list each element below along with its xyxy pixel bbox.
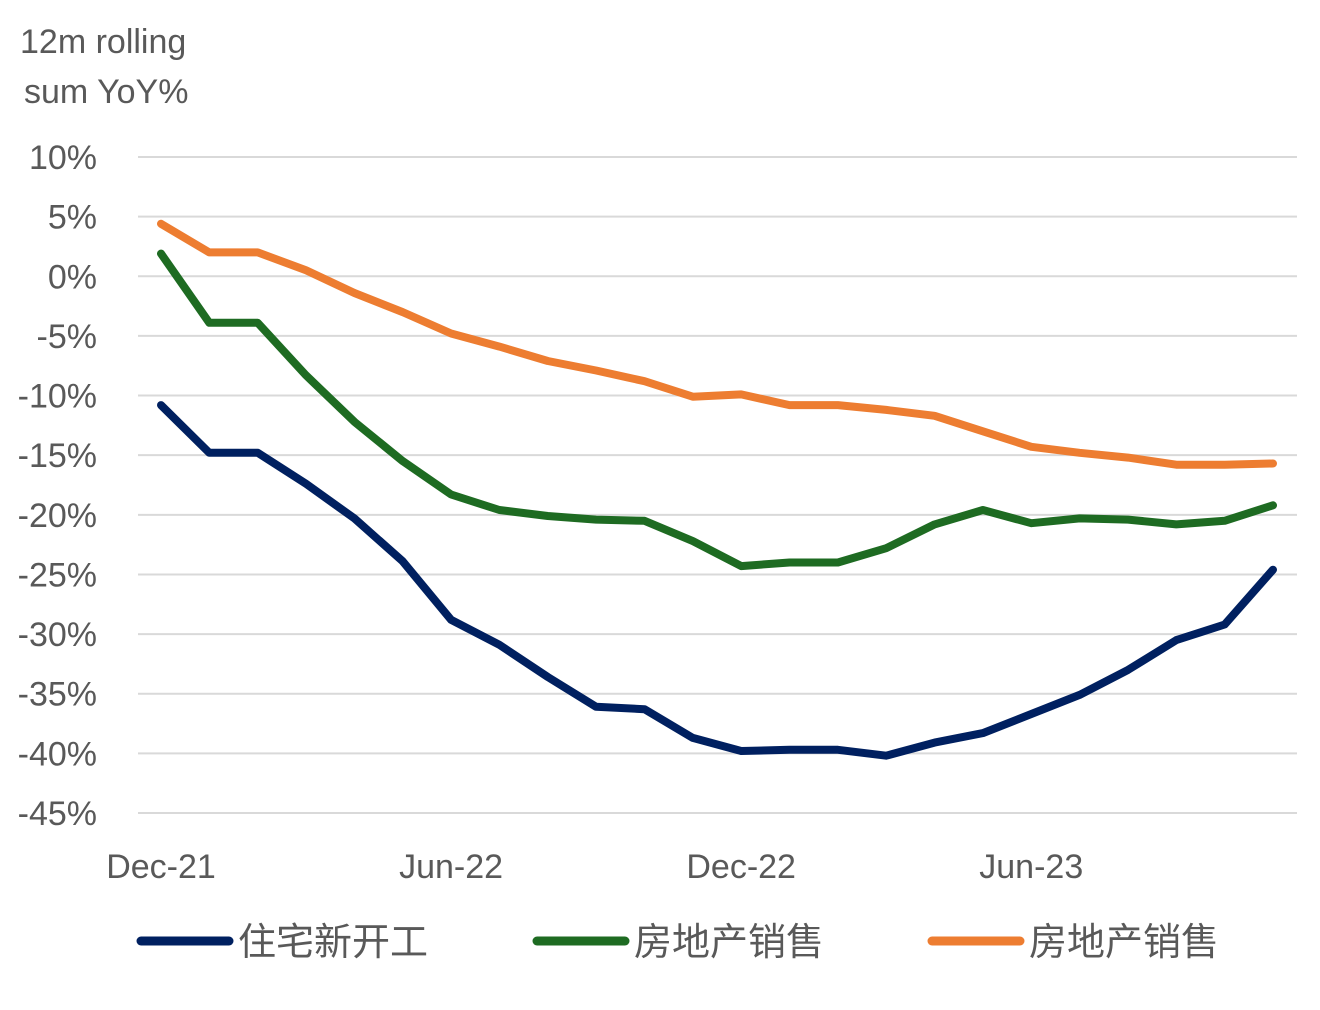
- y-tick-label: 5%: [48, 199, 97, 237]
- x-tick-label: Jun-22: [399, 848, 503, 886]
- y-tick-label: -35%: [18, 676, 97, 714]
- y-axis-label-line-1: 12m rolling: [20, 23, 186, 61]
- y-tick-label: 0%: [48, 258, 97, 296]
- series-line-3: [157, 219, 1277, 469]
- series-line-2: [157, 249, 1277, 571]
- y-tick-label: -40%: [18, 735, 97, 773]
- legend-label-3: 房地产销售: [1029, 922, 1219, 964]
- legend: 住宅新开工 房地产销售 房地产销售: [136, 922, 1219, 964]
- x-tick-label: Jun-23: [979, 848, 1083, 886]
- y-axis-label-line-2: sum YoY%: [24, 73, 188, 111]
- y-tick-label: -30%: [18, 616, 97, 654]
- y-tick-label: -15%: [18, 437, 97, 475]
- x-tick-label: Dec-21: [106, 848, 216, 886]
- y-tick-label: -20%: [18, 497, 97, 535]
- y-tick-label: -10%: [18, 378, 97, 416]
- series-lines: [157, 219, 1277, 760]
- legend-label-1: 住宅新开工: [238, 922, 428, 964]
- y-tick-label: -5%: [37, 318, 97, 356]
- x-tick-label: Dec-22: [686, 848, 796, 886]
- y-tick-label: -25%: [18, 556, 97, 594]
- legend-label-2: 房地产销售: [634, 922, 824, 964]
- y-axis-ticks: 10% 5% 0% -5% -10% -15% -20% -25% -30% -35% -40% -4…: [18, 139, 97, 833]
- y-axis-label: 12m rolling sum YoY%: [20, 23, 188, 111]
- y-tick-label: -45%: [18, 795, 97, 833]
- y-tick-label: 10%: [29, 139, 97, 177]
- series-line-1: [157, 401, 1277, 760]
- x-axis-ticks: Dec-21 Jun-22 Dec-22 Jun-23: [106, 848, 1083, 886]
